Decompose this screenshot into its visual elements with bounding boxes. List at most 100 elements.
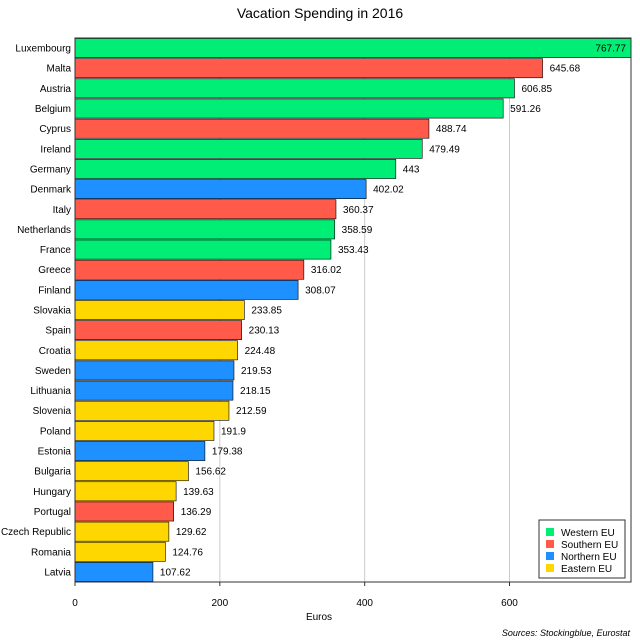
x-tick-label: 0	[72, 598, 78, 609]
value-label: 219.53	[241, 366, 272, 377]
bar	[74, 400, 230, 421]
bar	[74, 562, 154, 582]
bar	[74, 78, 515, 99]
category-label: Greece	[38, 265, 71, 276]
bar	[74, 481, 177, 502]
legend-label: Western EU	[561, 528, 615, 539]
value-label: 479.49	[429, 144, 460, 155]
bar	[74, 159, 397, 179]
category-label: Ireland	[40, 144, 71, 155]
bar	[74, 259, 305, 280]
x-tick-labels: 0 200 400 600	[72, 582, 518, 609]
value-label: 402.02	[373, 185, 404, 196]
value-label: 645.68	[550, 64, 581, 75]
bar	[74, 441, 206, 461]
value-label: 358.59	[342, 225, 373, 236]
bar	[74, 58, 543, 79]
category-label: Croatia	[39, 346, 72, 357]
category-label: Malta	[47, 64, 72, 75]
category-label: Luxembourg	[15, 44, 71, 55]
category-label: Slovakia	[33, 306, 71, 317]
bar	[74, 219, 335, 240]
bar	[74, 461, 189, 482]
bar	[74, 239, 332, 260]
value-label: 124.76	[172, 547, 203, 558]
source-note: Sources: Stockingblue, Eurostat	[502, 628, 631, 638]
bar	[74, 118, 430, 139]
value-label: 316.02	[311, 265, 342, 276]
x-axis-label: Euros	[306, 612, 332, 623]
value-labels: 767.77 645.68 606.85 591.26 488.74 479.49 443 4…	[160, 44, 626, 579]
category-label: Austria	[40, 84, 72, 95]
value-label: 191.9	[221, 426, 246, 437]
category-label: Belgium	[35, 104, 71, 115]
value-label: 591.26	[510, 104, 541, 115]
value-label: 212.59	[236, 406, 267, 417]
legend-swatch	[546, 528, 554, 536]
legend-label: Northern EU	[561, 552, 617, 563]
category-label: France	[40, 245, 72, 256]
bar	[74, 98, 504, 119]
category-label: Lithuania	[30, 386, 71, 397]
bar	[74, 521, 170, 542]
category-label: Slovenia	[33, 406, 72, 417]
category-label: Latvia	[44, 567, 71, 578]
bar	[74, 38, 632, 58]
value-label: 353.43	[338, 245, 369, 256]
bar	[74, 360, 235, 381]
category-label: Denmark	[30, 185, 72, 196]
value-label: 218.15	[240, 386, 271, 397]
x-tick-label: 400	[356, 598, 373, 609]
bar	[74, 138, 423, 159]
legend-label: Southern EU	[561, 540, 618, 551]
category-label: Finland	[38, 285, 71, 296]
value-label: 139.63	[183, 487, 214, 498]
plot-border	[74, 37, 632, 583]
legend-swatch	[546, 564, 554, 572]
value-label: 308.07	[305, 285, 336, 296]
legend-swatch	[546, 552, 554, 560]
value-label: 443	[403, 164, 420, 175]
value-label: 606.85	[521, 84, 552, 95]
value-label: 360.37	[343, 205, 374, 216]
category-label: Germany	[30, 164, 71, 175]
bar	[74, 279, 299, 300]
bar	[74, 320, 242, 341]
x-tick-label: 200	[211, 598, 228, 609]
value-label: 230.13	[249, 326, 280, 337]
value-label: 767.77	[595, 44, 626, 55]
category-label: Italy	[53, 205, 71, 216]
bar	[74, 421, 215, 441]
value-label: 156.62	[195, 467, 226, 478]
value-label: 129.62	[176, 527, 207, 538]
category-label: Cyprus	[39, 124, 71, 135]
bar	[74, 380, 234, 401]
legend-swatch	[546, 540, 554, 548]
value-label: 179.38	[212, 447, 243, 458]
bar	[74, 541, 166, 562]
value-label: 136.29	[181, 507, 212, 518]
category-label: Spain	[45, 326, 71, 337]
category-label: Poland	[40, 426, 71, 437]
value-label: 107.62	[160, 567, 191, 578]
value-label: 224.48	[245, 346, 276, 357]
value-label: 488.74	[436, 124, 467, 135]
value-label: 233.85	[251, 306, 282, 317]
category-label: Portugal	[34, 507, 71, 518]
bar	[74, 340, 238, 361]
bar	[74, 501, 174, 522]
category-label: Czech Republic	[1, 527, 71, 538]
category-label: Romania	[31, 547, 71, 558]
category-label: Netherlands	[17, 225, 71, 236]
category-label: Bulgaria	[34, 467, 71, 478]
legend-label: Eastern EU	[561, 564, 612, 575]
x-tick-label: 600	[501, 598, 518, 609]
chart-title: Vacation Spending in 2016	[237, 5, 404, 21]
bar	[74, 199, 337, 220]
category-label: Sweden	[35, 366, 71, 377]
category-label: Hungary	[33, 487, 71, 498]
category-labels: Luxembourg Malta Austria Belgium Cyprus Irela…	[1, 44, 72, 579]
bar	[74, 300, 245, 320]
